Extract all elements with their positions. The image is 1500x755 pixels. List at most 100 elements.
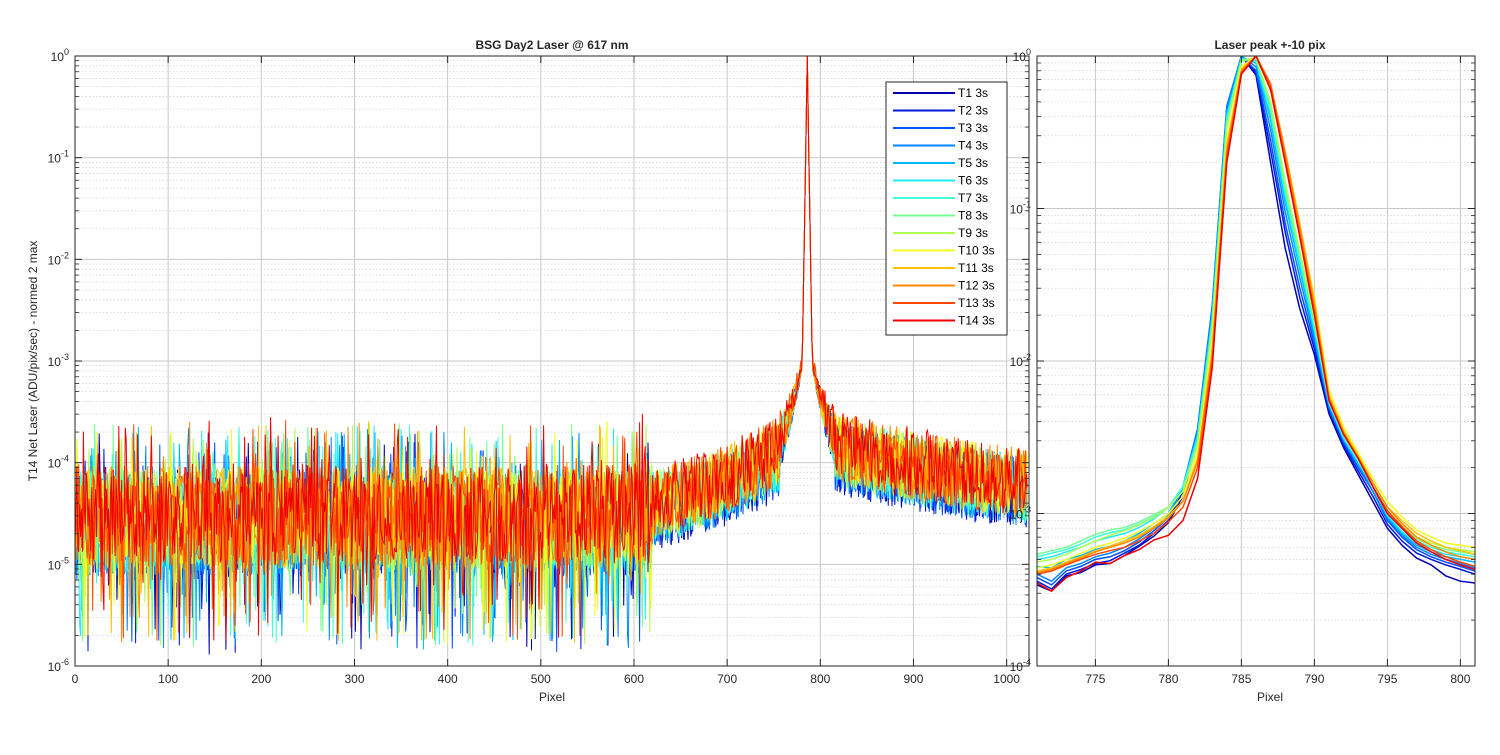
main-x-tick-label: 700 [717,672,737,686]
zoom-y-tick-exp: -2 [1023,352,1031,362]
zoom-x-tick-label: 795 [1377,672,1397,686]
main-x-tick-label: 1000 [993,672,1020,686]
zoom-y-tick-label: 10-3 [1010,505,1031,522]
legend-label: T14 3s [958,314,995,328]
legend-label: T8 3s [958,209,988,223]
zoom-series-line [1037,56,1475,569]
zoom-x-axis-label: Pixel [1257,690,1283,704]
legend-item: T9 3s [893,226,988,240]
main-x-tick-label: 800 [810,672,830,686]
legend-item: T4 3s [893,139,988,153]
legend-item: T8 3s [893,209,988,223]
zoom-y-tick-base: 10 [1010,660,1024,674]
main-y-tick-exp: -5 [61,555,69,565]
zoom-y-tick-exp: 0 [1026,47,1031,57]
legend-label: T3 3s [958,121,988,135]
main-x-tick-label: 600 [624,672,644,686]
main-y-tick-label: 10-6 [48,657,69,674]
legend-label: T9 3s [958,226,988,240]
legend-label: T7 3s [958,191,988,205]
legend-item: T14 3s [893,314,995,328]
zoom-x-tick-label: 800 [1450,672,1470,686]
zoom-y-tick-label: 10-4 [1010,657,1031,674]
zoom-series-line [1037,56,1475,593]
main-y-tick-label: 10-4 [48,454,69,471]
main-x-tick-label: 300 [344,672,364,686]
main-x-tick-label: 500 [531,672,551,686]
zoom-series-line [1037,56,1475,574]
main-y-tick-exp: 0 [64,47,69,57]
main-x-tick-label: 200 [251,672,271,686]
legend-label: T13 3s [958,296,995,310]
main-y-tick-base: 10 [48,355,62,369]
main-y-tick-base: 10 [48,253,62,267]
main-x-tick-label: 400 [438,672,458,686]
legend-item: T7 3s [893,191,988,205]
legend-item: T11 3s [893,261,994,275]
zoom-y-tick-base: 10 [1013,50,1027,64]
main-y-tick-base: 10 [48,152,62,166]
legend-item: T3 3s [893,121,988,135]
legend-label: T10 3s [958,244,995,258]
legend-item: T12 3s [893,279,995,293]
zoom-x-tick-label: 780 [1158,672,1178,686]
main-y-tick-label: 10-3 [48,352,69,369]
legend-item: T1 3s [893,86,988,100]
main-y-tick-label: 10-1 [48,149,69,166]
legend-item: T13 3s [893,296,995,310]
legend-label: T5 3s [958,156,988,170]
main-x-tick-label: 0 [72,672,79,686]
zoom-series-group [1037,56,1475,593]
legend-label: T12 3s [958,279,995,293]
main-series-line [75,56,1028,641]
zoom-series-line [1037,56,1475,586]
main-y-tick-base: 10 [51,50,65,64]
legend-label: T2 3s [958,104,988,118]
main-y-axis-label: T14 Net Laser (ADU/pix/sec) - normed 2 m… [26,241,40,482]
main-y-tick-base: 10 [48,660,62,674]
main-x-axis-label: Pixel [539,690,565,704]
zoom-x-tick-label: 790 [1304,672,1324,686]
zoom-y-tick-label: 10-1 [1010,200,1031,217]
main-x-tick-label: 100 [158,672,178,686]
legend-item: T6 3s [893,174,988,188]
main-y-tick-base: 10 [48,558,62,572]
legend-item: T10 3s [893,244,995,258]
legend-box [885,81,1008,336]
legend-label: T4 3s [958,139,988,153]
main-chart-title: BSG Day2 Laser @ 617 nm [475,38,628,52]
zoom-x-tick-label: 775 [1085,672,1105,686]
zoom-y-tick-label: 10-2 [1010,352,1031,369]
zoom-y-tick-exp: -3 [1023,505,1031,515]
main-x-tick-label: 900 [903,672,923,686]
legend-label: T11 3s [958,261,994,275]
legend-items: T1 3s T2 3s T3 3s T4 3s T5 3s T6 3s T7 3s T8 3s… [893,86,995,328]
legend: T1 3s T2 3s T3 3s T4 3s T5 3s T6 3s T7 3s T8 3s… [885,81,1008,336]
legend-label: T1 3s [958,86,988,100]
zoom-series-line [1037,56,1475,583]
main-y-tick-label: 10-5 [48,555,69,572]
zoom-chart-title: Laser peak +-10 pix [1214,38,1325,52]
main-y-tick-exp: -2 [61,250,69,260]
legend-item: T5 3s [893,156,988,170]
main-y-tick-label: 100 [51,47,69,64]
main-series-group [75,56,1028,655]
zoom-y-tick-base: 10 [1010,508,1024,522]
zoom-y-tick-exp: -4 [1023,657,1031,667]
zoom-y-tick-base: 10 [1010,355,1024,369]
main-y-tick-base: 10 [48,457,62,471]
main-y-tick-exp: -3 [61,352,69,362]
zoom-series-line [1037,56,1475,572]
zoom-y-tick-exp: -1 [1023,200,1031,210]
zoom-y-tick-label: 100 [1013,47,1031,64]
zoom-series-line [1037,56,1475,575]
main-y-tick-label: 10-2 [48,250,69,267]
legend-item: T2 3s [893,104,988,118]
zoom-y-tick-base: 10 [1010,203,1024,217]
